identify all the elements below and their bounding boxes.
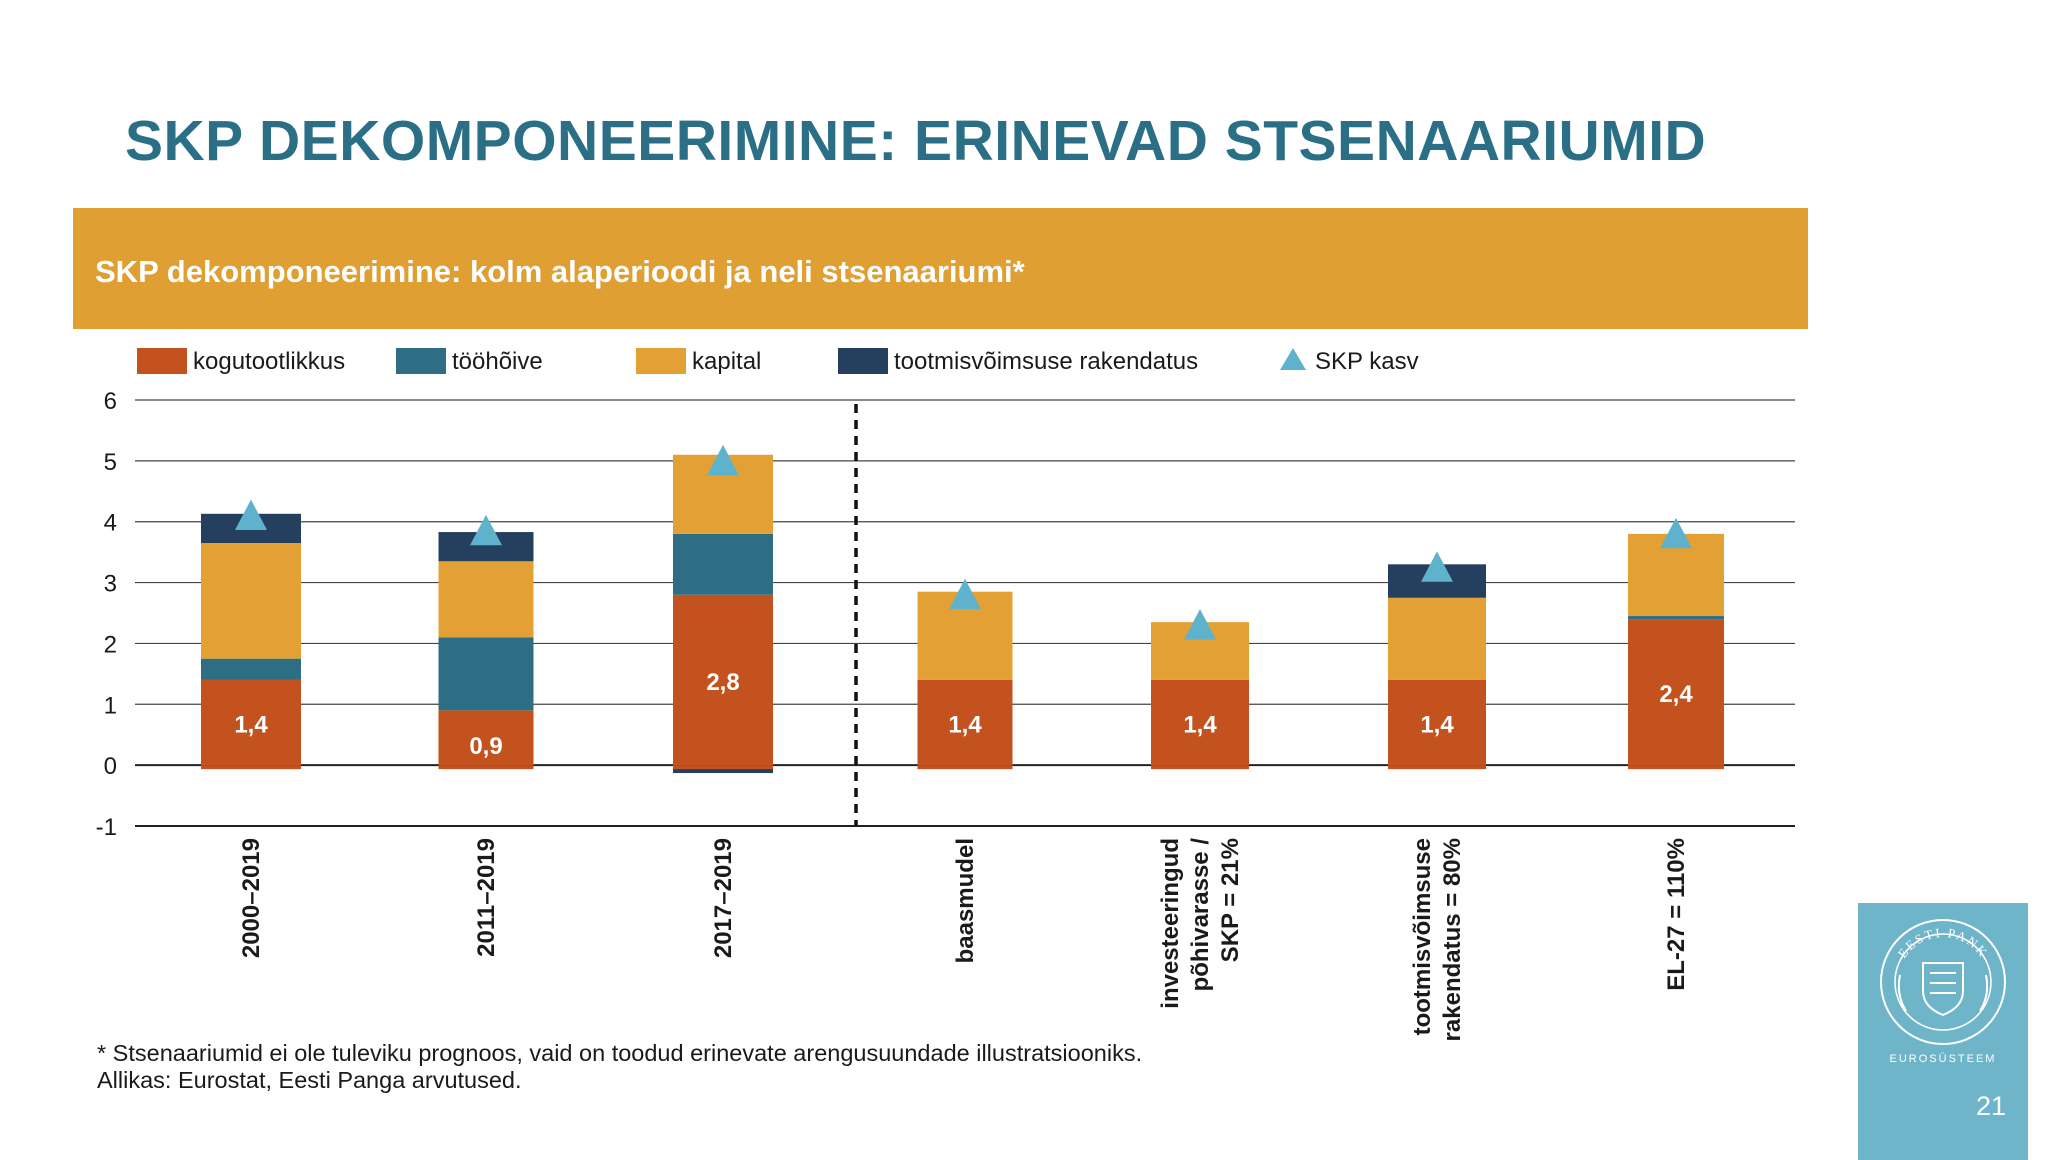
legend-swatch (636, 348, 686, 374)
bar-segment (1628, 619, 1724, 766)
bar-segment (1388, 679, 1486, 766)
x-category-label: baasmudel (952, 838, 979, 963)
y-tick-label: 1 (104, 692, 117, 719)
y-tick-label: 5 (104, 449, 117, 476)
eesti-pank-logo-panel: EESTI PANK EUROSÜSTEEM 21 (1858, 903, 2028, 1160)
gdp-growth-marker (235, 499, 267, 531)
y-tick-label: 0 (104, 753, 117, 780)
legend-swatch (838, 348, 888, 374)
chart-data-labels: 1,4 0,9 2,8 1,4 1,4 1,4 2,4 (234, 669, 1693, 760)
bar-segment (917, 679, 1013, 766)
x-category-label: tootmisvõimsuse (1409, 838, 1436, 1035)
data-label: 2,8 (706, 669, 739, 696)
legend-label: kogutootlikkus (193, 348, 345, 375)
bar-segment (1151, 679, 1249, 766)
bar-segment (438, 637, 534, 711)
chart-banner-text: SKP dekomponeerimine: kolm alaperioodi j… (95, 254, 1025, 289)
x-category-label: rakendatus = 80% (1439, 838, 1466, 1041)
slide-title: SKP DEKOMPONEERIMINE: ERINEVAD STSENAARI… (125, 109, 1707, 173)
x-category-label: 2000–2019 (238, 838, 265, 958)
bar-baseline (1151, 765, 1249, 770)
x-category-label: 2017–2019 (710, 838, 737, 958)
legend-label: kapital (692, 348, 761, 375)
x-category-label: põhivarasse / (1187, 838, 1214, 992)
footnote-line: * Stsenaariumid ei ole tuleviku prognoos… (97, 1040, 1143, 1066)
legend-marker (1280, 348, 1306, 370)
gdp-growth-marker (949, 578, 981, 610)
gdp-growth-marker (1660, 517, 1692, 549)
bar-baseline (917, 765, 1013, 770)
bar-segment (1628, 616, 1724, 620)
data-label: 2,4 (1659, 681, 1693, 708)
bar-segment (438, 561, 534, 638)
y-tick-label: 4 (104, 510, 117, 537)
eesti-pank-seal-icon: EESTI PANK (1880, 919, 2006, 1045)
bar-baseline (201, 765, 301, 770)
x-category-label: 2011–2019 (473, 838, 500, 957)
bar-segment (201, 543, 301, 659)
y-tick-label: 3 (104, 571, 117, 598)
gdp-growth-marker (470, 514, 502, 546)
data-label: 1,4 (1420, 712, 1454, 739)
footnote-source: Allikas: Eurostat, Eesti Panga arvutused… (97, 1067, 522, 1093)
x-axis: 2000–2019 2011–2019 2017–2019 baasmudel inve… (238, 838, 1690, 1042)
data-label: 1,4 (1183, 712, 1217, 739)
footnote: * Stsenaariumid ei ole tuleviku prognoos… (97, 1040, 1142, 1094)
bar-baseline (1388, 765, 1486, 770)
y-tick-label: 2 (104, 631, 117, 658)
bar-segment (201, 679, 301, 766)
chart-markers (235, 444, 1692, 640)
gdp-growth-marker (1184, 609, 1216, 640)
data-label: 1,4 (948, 712, 982, 739)
y-tick-label: -1 (96, 814, 117, 841)
legend-swatch (137, 348, 187, 374)
page-number: 21 (1975, 1091, 2006, 1121)
bar-segment (201, 658, 301, 680)
legend-swatch (396, 348, 446, 374)
legend-label: tööhõive (452, 348, 543, 375)
chart-banner: SKP dekomponeerimine: kolm alaperioodi j… (73, 208, 1808, 329)
bar-segment (673, 533, 773, 595)
bar-segment (1388, 597, 1486, 680)
bar-segment (438, 710, 534, 766)
data-label: 1,4 (234, 712, 268, 739)
y-tick-label: 6 (104, 388, 117, 415)
bar-baseline (673, 765, 773, 770)
bar-segment (673, 594, 773, 766)
y-axis: -1 0 1 2 3 4 5 6 (96, 388, 117, 841)
eurosysteem-text: EUROSÜSTEEM (1889, 1053, 1997, 1065)
data-label: 0,9 (469, 733, 502, 760)
x-category-label: investeeringud (1157, 838, 1184, 1009)
gdp-growth-marker (1421, 551, 1453, 582)
gdp-growth-marker (707, 444, 739, 476)
bar-baseline (438, 765, 534, 770)
bar-baseline (1628, 765, 1724, 770)
x-category-label: EL-27 = 110% (1663, 838, 1690, 991)
legend-label: SKP kasv (1315, 348, 1419, 375)
chart-legend: kogutootlikkus tööhõive kapital tootmisvõim… (137, 348, 1419, 375)
legend-label: tootmisvõimsuse rakendatus (894, 348, 1198, 375)
x-category-label: SKP = 21% (1217, 838, 1244, 962)
